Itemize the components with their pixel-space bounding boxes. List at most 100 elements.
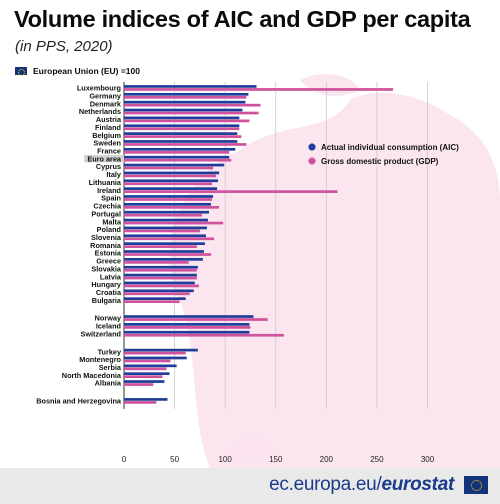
bar-aic bbox=[124, 132, 238, 135]
bar-aic bbox=[124, 234, 206, 238]
bar-gdp bbox=[124, 359, 171, 363]
x-tick-label: 0 bbox=[122, 455, 127, 464]
category-label: Croatia bbox=[96, 288, 122, 297]
x-tick-label: 100 bbox=[218, 455, 232, 464]
bar-gdp bbox=[124, 326, 251, 329]
bar-aic bbox=[124, 372, 170, 376]
bar-gdp bbox=[124, 221, 224, 225]
bar-aic bbox=[124, 398, 168, 401]
x-tick-label: 200 bbox=[320, 455, 334, 464]
bar-gdp bbox=[124, 95, 247, 99]
bar-aic bbox=[124, 195, 214, 198]
bar-gdp bbox=[124, 237, 215, 241]
bar-gdp bbox=[124, 88, 394, 91]
category-label: Belgium bbox=[92, 131, 121, 140]
highlight-box bbox=[84, 154, 124, 163]
bar-aic bbox=[124, 242, 205, 245]
bar-aic bbox=[124, 187, 218, 190]
bar-aic bbox=[124, 124, 240, 128]
bar-gdp bbox=[124, 292, 190, 296]
bar-gdp bbox=[124, 119, 250, 123]
bar-gdp bbox=[124, 127, 240, 131]
bar-aic bbox=[124, 380, 165, 383]
category-label: Romania bbox=[90, 241, 122, 250]
bar-aic bbox=[124, 179, 219, 183]
legend-label: Actual individual consumption (AIC) bbox=[321, 143, 459, 152]
bar-aic bbox=[124, 297, 186, 301]
category-label: Poland bbox=[97, 225, 121, 234]
bar-aic bbox=[124, 140, 238, 143]
bar-aic bbox=[124, 330, 250, 334]
bar-gdp bbox=[124, 206, 220, 209]
x-tick-label: 250 bbox=[370, 455, 384, 464]
bar-aic bbox=[124, 116, 240, 120]
eu-flag-icon bbox=[15, 67, 27, 76]
bar-gdp bbox=[124, 198, 213, 201]
footer-bar: ec.europa.eu/eurostat bbox=[0, 468, 500, 504]
background-map-shape bbox=[169, 92, 500, 468]
bar-aic bbox=[124, 210, 209, 214]
bar-aic bbox=[124, 226, 207, 230]
bar-aic bbox=[124, 281, 195, 285]
category-label: Ireland bbox=[97, 186, 121, 195]
bar-gdp bbox=[124, 268, 197, 272]
bar-gdp bbox=[124, 351, 186, 355]
bar-gdp bbox=[124, 190, 338, 193]
bar-aic bbox=[124, 348, 198, 352]
category-label: Bulgaria bbox=[92, 296, 122, 305]
category-label: Montenegro bbox=[79, 355, 121, 364]
bar-aic bbox=[124, 100, 246, 104]
bar-aic bbox=[124, 155, 230, 159]
legend-swatch bbox=[308, 157, 316, 165]
category-label: Albania bbox=[95, 379, 122, 388]
bar-aic bbox=[124, 315, 254, 318]
category-label: Malta bbox=[102, 217, 122, 226]
bar-gdp bbox=[124, 229, 200, 233]
eu-reference-label: European Union (EU) =100 bbox=[33, 66, 140, 76]
bar-gdp bbox=[124, 253, 212, 256]
category-label: Sweden bbox=[93, 139, 121, 148]
legend-swatch bbox=[308, 143, 316, 151]
bar-gdp bbox=[124, 213, 202, 217]
category-label: Finland bbox=[95, 123, 121, 132]
bar-chart: LuxembourgGermanyDenmarkNetherlandsAustr… bbox=[36, 74, 500, 468]
chart-title: Volume indices of AIC and GDP per capita bbox=[14, 6, 471, 32]
category-label: Estonia bbox=[95, 249, 122, 258]
bar-aic bbox=[124, 92, 249, 96]
category-label: Latvia bbox=[100, 272, 122, 281]
category-label: Norway bbox=[95, 314, 122, 323]
category-label: Austria bbox=[96, 115, 122, 124]
x-tick-label: 150 bbox=[269, 455, 283, 464]
bar-aic bbox=[124, 250, 204, 253]
category-label: France bbox=[97, 147, 121, 156]
bar-aic bbox=[124, 108, 243, 112]
category-label: Greece bbox=[96, 257, 121, 266]
bar-gdp bbox=[124, 318, 268, 321]
eu-flag-icon bbox=[464, 476, 488, 494]
footer-link[interactable]: ec.europa.eu/eurostat bbox=[269, 474, 454, 496]
bar-gdp bbox=[124, 375, 163, 379]
bar-gdp bbox=[124, 261, 189, 264]
bar-gdp bbox=[124, 103, 261, 107]
category-label: Denmark bbox=[90, 99, 122, 108]
bar-gdp bbox=[124, 276, 197, 280]
eu-reference-note: European Union (EU) =100 bbox=[15, 65, 140, 77]
bar-aic bbox=[124, 147, 236, 151]
legend-label: Gross domestic product (GDP) bbox=[321, 157, 439, 166]
category-label: Serbia bbox=[99, 363, 122, 372]
bar-aic bbox=[124, 323, 250, 326]
bar-gdp bbox=[124, 166, 214, 170]
bar-gdp bbox=[124, 143, 247, 146]
category-label: Portugal bbox=[91, 209, 121, 218]
bar-aic bbox=[124, 364, 177, 368]
bar-aic bbox=[124, 289, 194, 293]
bar-aic bbox=[124, 258, 203, 261]
bar-aic bbox=[124, 356, 187, 360]
bar-gdp bbox=[124, 158, 232, 162]
bar-aic bbox=[124, 171, 220, 175]
bar-gdp bbox=[124, 245, 197, 248]
footer-brand: eurostat bbox=[381, 474, 454, 495]
category-label: Netherlands bbox=[79, 107, 121, 116]
category-label: Spain bbox=[101, 194, 121, 203]
category-label: Hungary bbox=[91, 280, 122, 289]
